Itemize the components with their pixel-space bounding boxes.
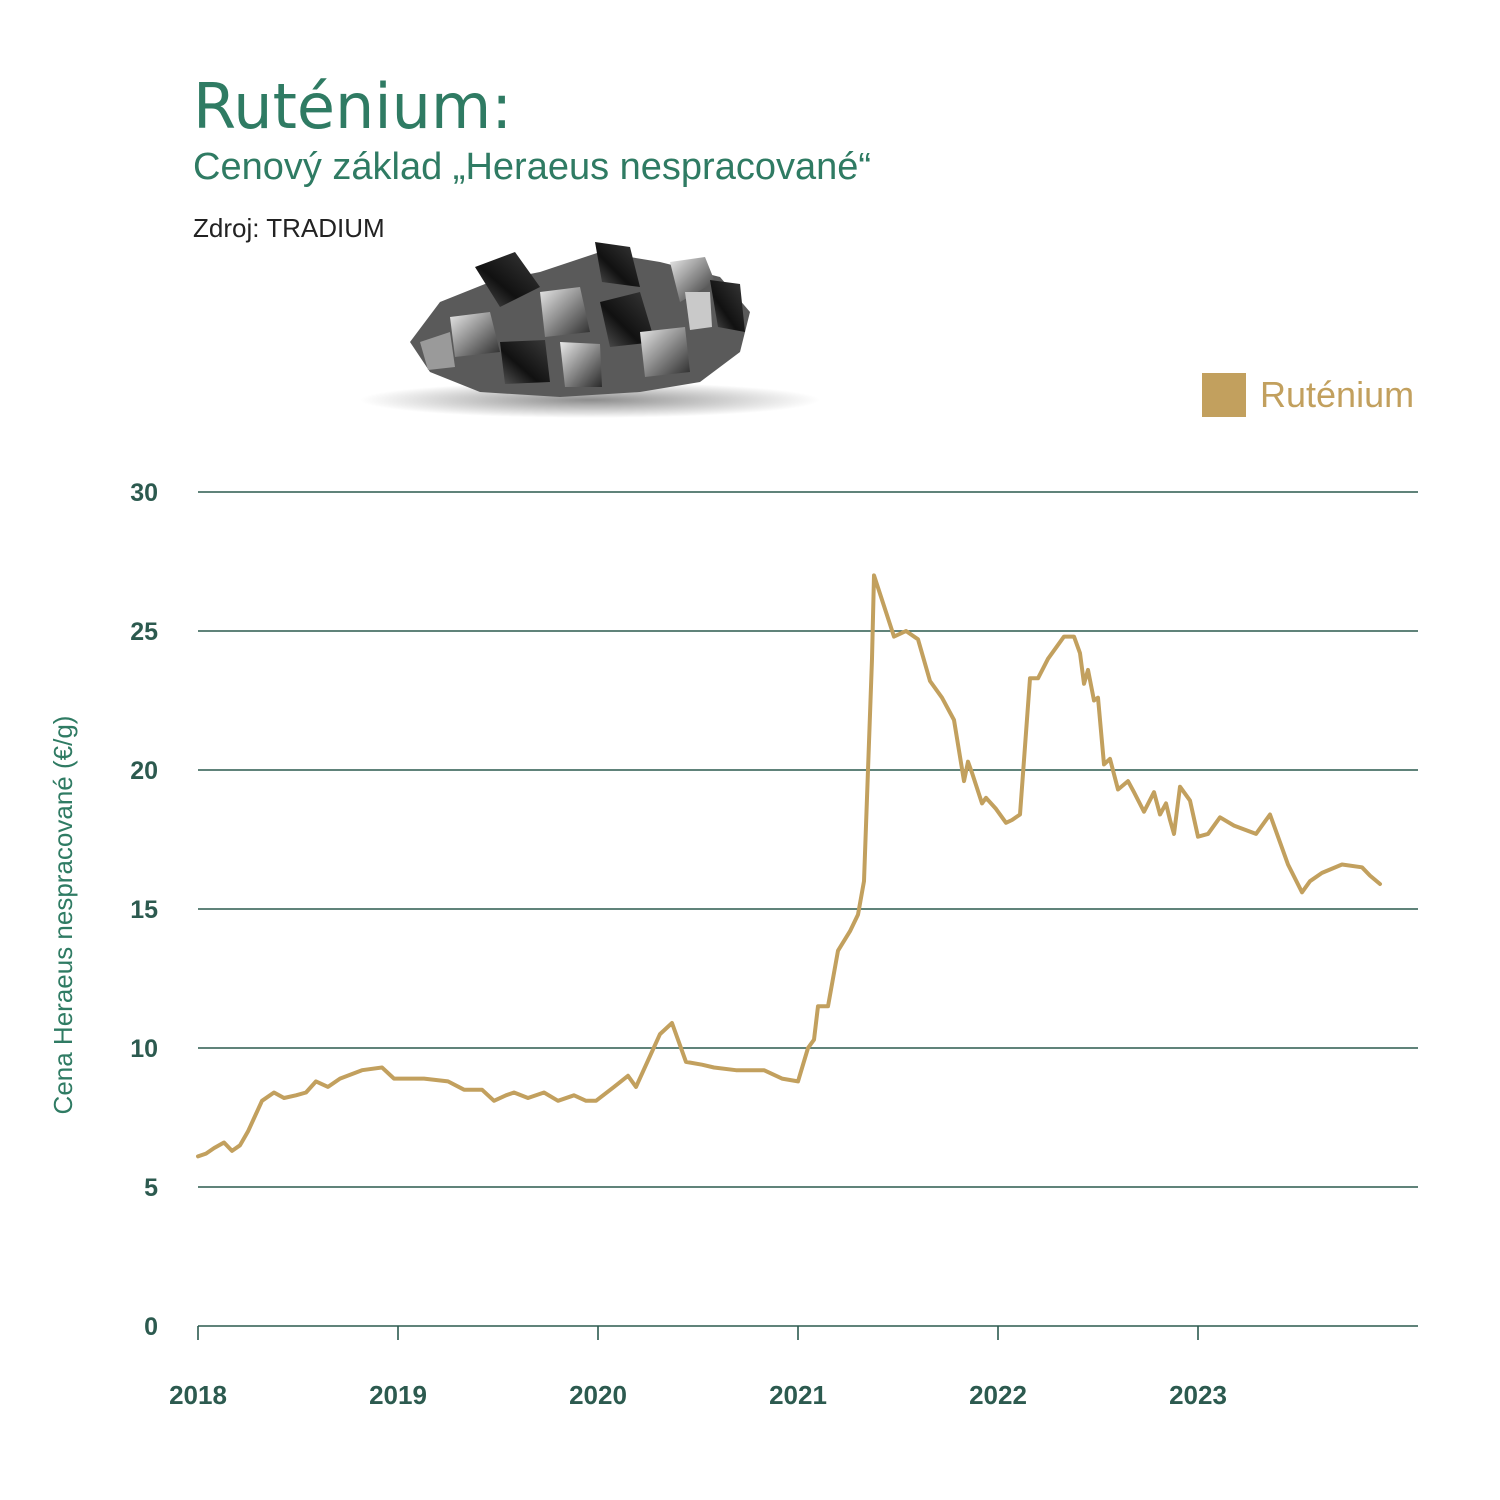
x-tick-label: 2019 bbox=[369, 1380, 427, 1410]
y-axis-label: Cena Heraeus nespracované (€/g) bbox=[48, 716, 78, 1115]
legend-swatch bbox=[1202, 373, 1246, 417]
x-tick-label: 2020 bbox=[569, 1380, 627, 1410]
x-tick-label: 2023 bbox=[1169, 1380, 1227, 1410]
x-tick-label: 2022 bbox=[969, 1380, 1027, 1410]
y-tick-label: 20 bbox=[130, 757, 158, 785]
y-tick-label: 10 bbox=[130, 1035, 158, 1063]
y-tick-labels: 0 5 10 15 20 25 30 bbox=[130, 479, 158, 1341]
ruthenium-crystal-icon bbox=[360, 242, 820, 418]
series-line-ruthenium bbox=[196, 573, 1382, 1159]
y-tick-label: 5 bbox=[144, 1174, 158, 1202]
x-axis bbox=[197, 1326, 1199, 1340]
x-tick-label: 2021 bbox=[769, 1380, 827, 1410]
x-tick-label: 2018 bbox=[169, 1380, 227, 1410]
legend: Ruténium bbox=[1202, 372, 1414, 418]
y-tick-label: 0 bbox=[144, 1313, 158, 1341]
chart-subtitle: Cenový základ „Heraeus nespracované“ bbox=[193, 146, 872, 188]
y-tick-label: 30 bbox=[130, 479, 158, 507]
legend-label: Ruténium bbox=[1260, 374, 1415, 415]
chart-title: Ruténium: bbox=[193, 70, 513, 143]
source-label: Zdroj: TRADIUM bbox=[193, 213, 385, 243]
gridlines bbox=[198, 491, 1418, 1327]
series-layer bbox=[196, 573, 1382, 1159]
y-tick-label: 25 bbox=[130, 618, 158, 646]
y-tick-label: 15 bbox=[130, 896, 158, 924]
x-tick-labels: 2018 2019 2020 2021 2022 2023 bbox=[169, 1380, 1227, 1410]
